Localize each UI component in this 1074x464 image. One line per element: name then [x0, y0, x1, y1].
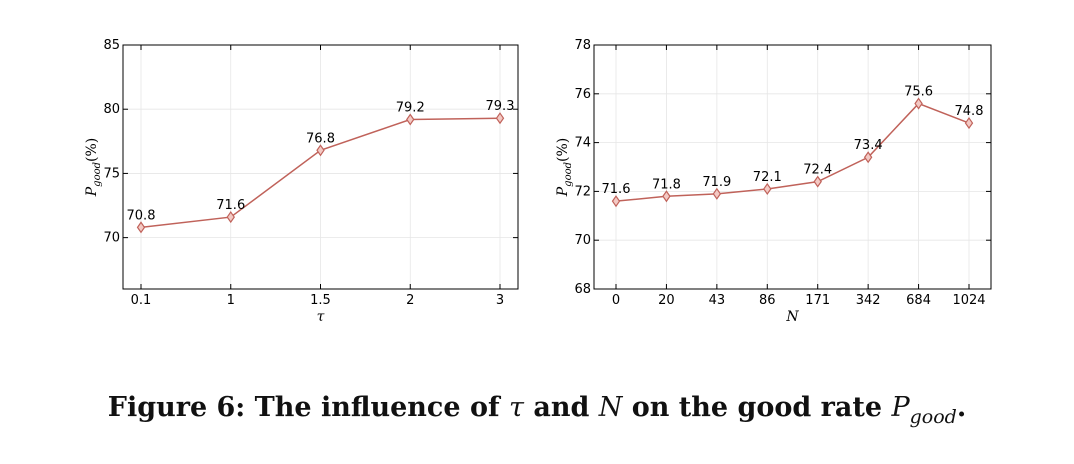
- data-point-marker: [406, 113, 415, 126]
- data-point-marker: [863, 151, 873, 164]
- plot-frame: [593, 44, 992, 290]
- y-tick-label: 72: [574, 184, 591, 199]
- y-label-main: P: [555, 186, 571, 197]
- caption-n: N: [598, 392, 623, 423]
- data-label: 71.6: [216, 198, 245, 213]
- caption-middle: on the good rate: [622, 392, 892, 423]
- series-line: [615, 102, 970, 202]
- data-point-marker: [964, 117, 974, 130]
- caption-tau: τ: [508, 392, 524, 423]
- caption-p-sub: good: [909, 406, 957, 428]
- x-tick-label: 86: [759, 293, 776, 308]
- caption-p: P: [891, 392, 910, 423]
- y-tick-label: 85: [103, 38, 120, 53]
- y-axis-label: Pgood(%): [555, 138, 574, 198]
- data-point-marker: [712, 187, 722, 200]
- x-tick-label: 2: [406, 293, 414, 308]
- y-label-sub: good: [563, 162, 574, 187]
- data-label: 71.9: [702, 175, 731, 190]
- y-tick-label: 78: [574, 38, 591, 53]
- data-point-marker: [813, 175, 822, 188]
- x-axis-label: τ: [317, 309, 325, 325]
- x-tick-label: 1.5: [310, 293, 331, 308]
- x-tick-label: 171: [805, 293, 830, 308]
- x-axis: 0 20 43 86 171 342 684 1024: [612, 45, 986, 308]
- gridlines: [594, 44, 991, 290]
- data-point-marker: [662, 190, 671, 203]
- data-label: 71.6: [602, 182, 631, 197]
- data-label: 70.8: [127, 208, 156, 223]
- x-axis-label: N: [785, 309, 799, 325]
- x-axis: 0.1 1 1.5 2 3: [131, 45, 504, 308]
- y-axis-label: Pgood(%): [84, 138, 103, 198]
- x-tick-label: 3: [496, 293, 504, 308]
- y-label-sub: good: [92, 162, 103, 187]
- data-label: 74.8: [955, 104, 984, 119]
- y-tick-label: 70: [574, 233, 591, 248]
- x-tick-label: 1024: [952, 293, 985, 308]
- y-label-main: P: [84, 186, 100, 197]
- y-label-unit: (%): [555, 138, 571, 162]
- x-tick-label: 0.1: [131, 293, 152, 308]
- x-tick-label: 20: [658, 293, 675, 308]
- chart-1: 70 75 80 85 0.1 1 1.5 2 3 τ Pgood(%) 70.8 71.6 76.8 79…: [84, 38, 519, 325]
- data-point-marker: [316, 144, 325, 157]
- data-label: 73.4: [854, 138, 883, 153]
- y-tick-label: 80: [103, 102, 120, 117]
- y-tick-label: 75: [103, 166, 120, 181]
- x-tick-label: 43: [709, 293, 726, 308]
- chart-2: 68 70 72 74 76 78 0 20 43 86 171 342 684 1024 N Pgood(%…: [555, 38, 992, 325]
- y-tick-label: 76: [574, 87, 591, 102]
- figure-caption: Figure 6: The influence of τ and N on th…: [0, 392, 1074, 428]
- data-point-marker: [136, 221, 146, 234]
- x-tick-label: 1: [227, 293, 235, 308]
- data-label: 79.2: [396, 100, 425, 115]
- y-axis: 68 70 72 74 76 78: [574, 38, 991, 297]
- data-label: 75.6: [904, 85, 933, 100]
- y-tick-label: 68: [574, 282, 591, 297]
- caption-and: and: [523, 392, 599, 423]
- y-axis: 70 75 80 85: [103, 38, 518, 246]
- x-tick-label: 684: [906, 293, 931, 308]
- data-label: 72.1: [753, 170, 782, 185]
- data-point-marker: [914, 97, 923, 110]
- data-point-marker: [495, 112, 505, 125]
- y-tick-label: 74: [574, 136, 591, 151]
- caption-prefix: Figure 6: The influence of: [107, 392, 509, 423]
- gridlines: [123, 44, 518, 289]
- data-point-marker: [763, 182, 772, 196]
- y-label-unit: (%): [84, 138, 100, 162]
- data-point-marker: [226, 211, 235, 224]
- y-tick-label: 70: [103, 231, 120, 246]
- data-label: 79.3: [486, 99, 515, 114]
- caption-suffix: .: [956, 392, 967, 423]
- x-tick-label: 342: [856, 293, 881, 308]
- x-tick-label: 0: [612, 293, 620, 308]
- data-point-marker: [611, 195, 621, 208]
- data-label: 71.8: [652, 177, 681, 192]
- data-label: 76.8: [306, 131, 335, 146]
- data-label: 72.4: [803, 163, 832, 178]
